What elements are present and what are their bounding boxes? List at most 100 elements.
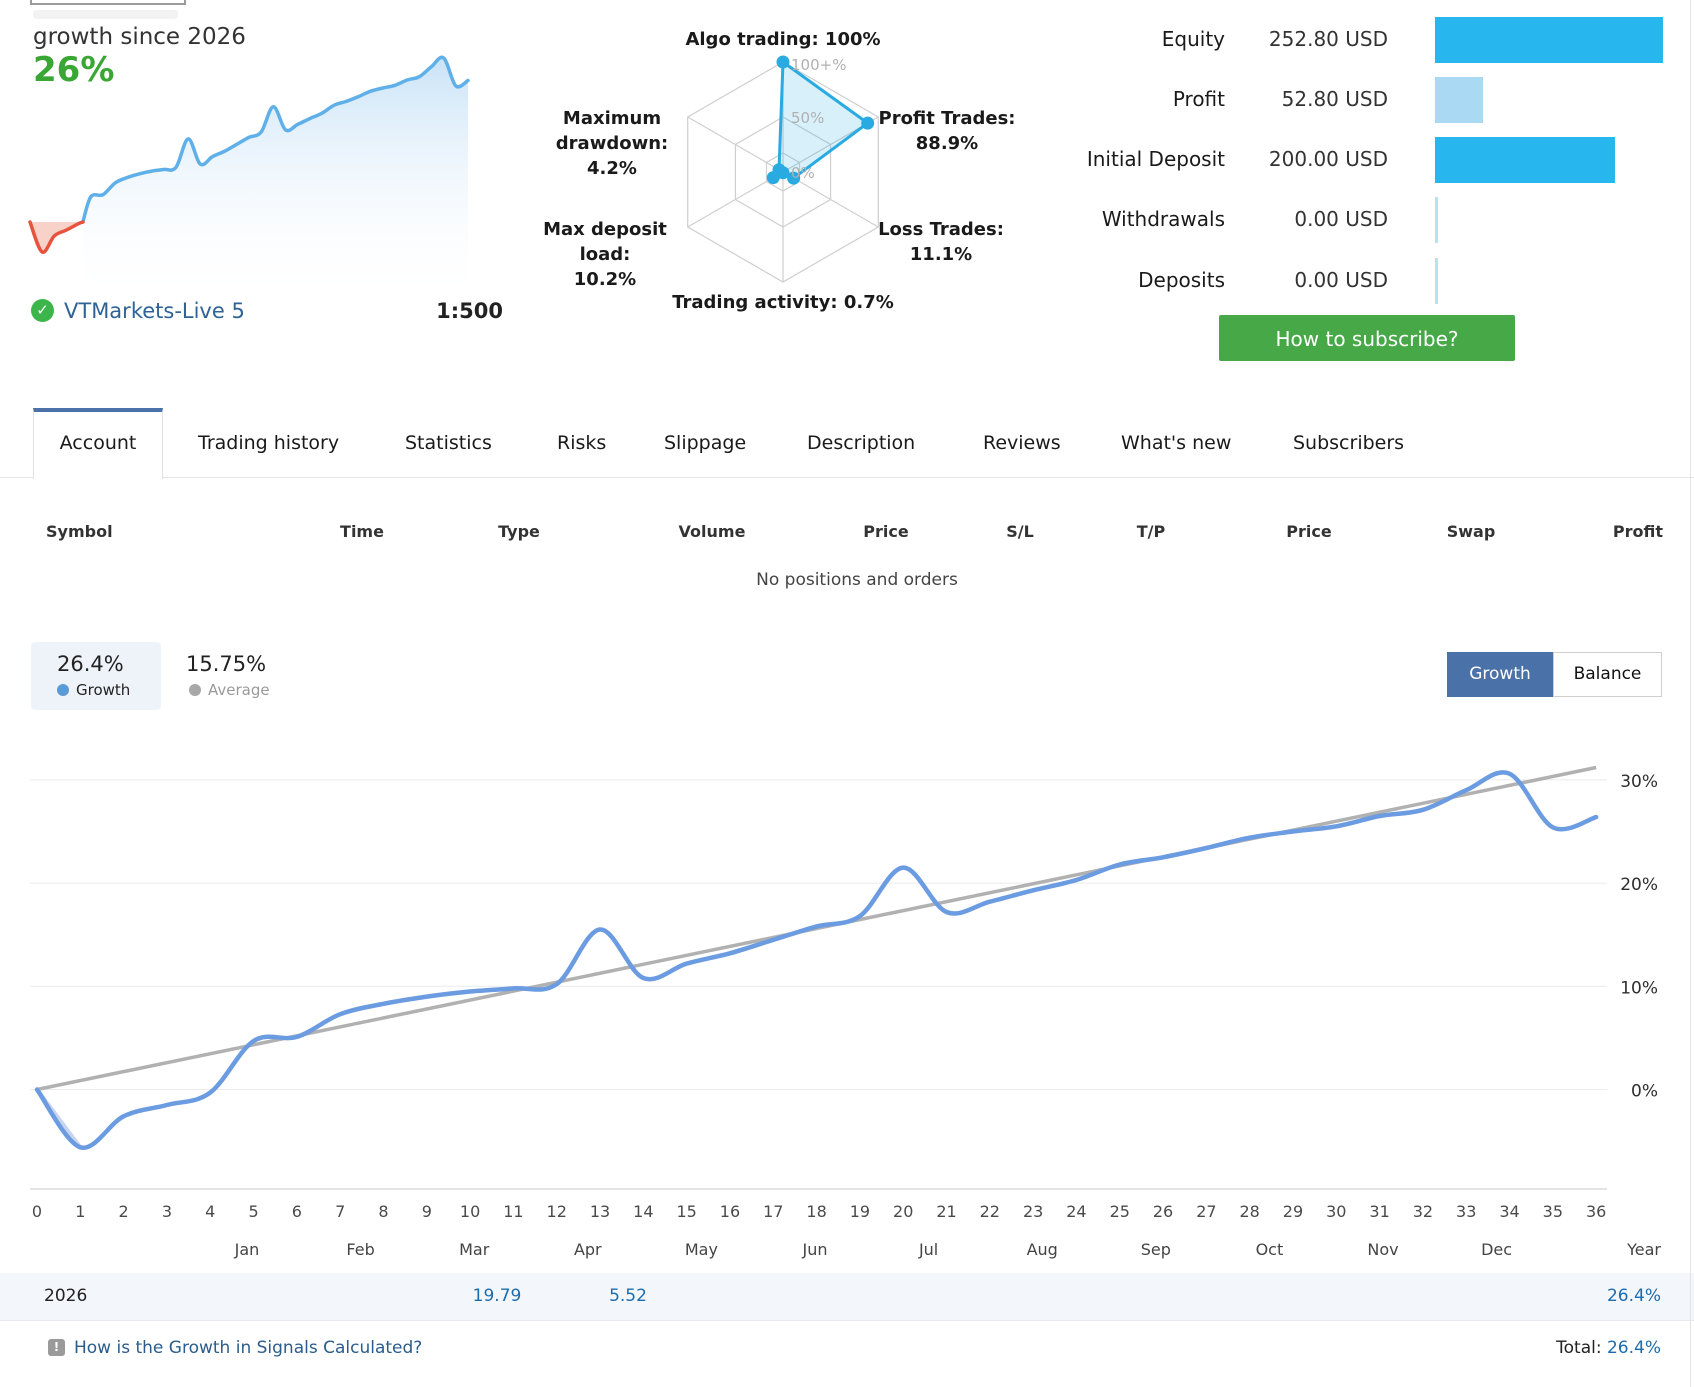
stat-bar-withdrawals (1435, 197, 1438, 243)
svg-text:Nov: Nov (1367, 1240, 1398, 1259)
summary-value-apr: 5.52 (609, 1286, 647, 1306)
tab-account[interactable]: Account (33, 408, 163, 479)
svg-text:24: 24 (1066, 1202, 1086, 1221)
svg-text:Jan: Jan (234, 1240, 260, 1259)
positions-empty-text: No positions and orders (756, 570, 958, 590)
svg-text:Jun: Jun (802, 1240, 828, 1259)
summary-year: 2026 (44, 1286, 88, 1306)
column-header-type-2: Type (498, 522, 540, 541)
tab-statistics[interactable]: Statistics (405, 432, 492, 454)
legend-growth-value: 26.4% (57, 652, 124, 676)
growth-toggle-button[interactable]: Growth (1447, 652, 1553, 697)
svg-text:Aug: Aug (1027, 1240, 1058, 1259)
total-growth: Total: 26.4% (1400, 1338, 1661, 1358)
growth-legend-chip[interactable] (31, 642, 161, 710)
svg-text:10: 10 (460, 1202, 480, 1221)
tab-slippage[interactable]: Slippage (664, 432, 747, 454)
summary-value-mar: 19.79 (472, 1286, 522, 1306)
svg-text:17: 17 (763, 1202, 783, 1221)
column-header-swap-8: Swap (1446, 522, 1496, 541)
svg-text:100+%: 100+% (791, 56, 846, 74)
svg-text:14: 14 (633, 1202, 653, 1221)
svg-text:Year: Year (1626, 1240, 1661, 1259)
legend-average-label[interactable]: Average (208, 681, 270, 699)
svg-text:10%: 10% (1620, 978, 1658, 998)
svg-text:30: 30 (1326, 1202, 1346, 1221)
cutoff-element-fragment-2 (33, 10, 178, 19)
svg-text:20: 20 (893, 1202, 913, 1221)
svg-text:Jul: Jul (918, 1240, 938, 1259)
total-label: Total: (1556, 1338, 1602, 1358)
account-name-link[interactable]: VTMarkets-Live 5 (64, 299, 245, 323)
radar-label-max-deposit-load: Max deposit load: 10.2% (543, 219, 667, 290)
how-to-subscribe-button[interactable]: How to subscribe? (1219, 315, 1515, 361)
stat-bar-profit (1435, 77, 1483, 123)
radar-label-profit-trades: Profit Trades: 88.9% (878, 108, 1016, 154)
legend-growth-label: Growth (76, 681, 131, 699)
tab-trading-history[interactable]: Trading history (198, 432, 340, 454)
svg-text:32: 32 (1413, 1202, 1433, 1221)
svg-text:25: 25 (1110, 1202, 1130, 1221)
info-icon: ! (48, 1339, 65, 1356)
svg-text:18: 18 (806, 1202, 826, 1221)
column-header-volume-3: Volume (678, 522, 746, 541)
stat-value-withdrawals: 0.00 USD (1294, 207, 1388, 231)
svg-text:0%: 0% (1631, 1082, 1658, 1102)
svg-text:6: 6 (292, 1202, 302, 1221)
summary-year-total: 26.4% (1606, 1286, 1661, 1306)
svg-text:29: 29 (1283, 1202, 1303, 1221)
svg-text:1: 1 (75, 1202, 85, 1221)
column-header-t-p-6: T/P (1136, 522, 1166, 541)
growth-line-chart: 0%10%20%30%0 1 2 3 4 5 6 7 8 9 10 11 12 13 14 15 16 17 18 1… (30, 765, 1661, 1259)
growth-dot-icon (57, 684, 69, 696)
growth-sparkline-chart (28, 55, 470, 305)
stat-bar-initial-deposit (1435, 137, 1615, 183)
stat-value-profit: 52.80 USD (1281, 87, 1388, 111)
stat-label-profit: Profit (1172, 87, 1225, 111)
column-header-profit-9: Profit (1612, 522, 1663, 541)
svg-text:20%: 20% (1620, 875, 1658, 895)
column-header-price-7: Price (1286, 522, 1332, 541)
svg-text:35: 35 (1543, 1202, 1563, 1221)
svg-text:8: 8 (378, 1202, 388, 1221)
tab-reviews[interactable]: Reviews (983, 432, 1061, 454)
svg-text:31: 31 (1369, 1202, 1389, 1221)
cutoff-element-fragment (30, 0, 186, 5)
tab-what-s-new[interactable]: What's new (1121, 432, 1232, 454)
svg-text:0: 0 (32, 1202, 42, 1221)
svg-text:27: 27 (1196, 1202, 1216, 1221)
svg-text:23: 23 (1023, 1202, 1043, 1221)
growth-caption: growth since 2026 (33, 24, 246, 50)
svg-text:May: May (685, 1240, 718, 1259)
yearly-summary-row (0, 1273, 1694, 1321)
signal-quality-radar-chart: 100+% 50% 0% (687, 55, 879, 283)
svg-text:12: 12 (547, 1202, 567, 1221)
radar-label-maximum-drawdown: Maximum drawdown: 4.2% (555, 108, 669, 179)
svg-text:4: 4 (205, 1202, 215, 1221)
growth-value: 26% (33, 50, 115, 90)
svg-text:15: 15 (676, 1202, 696, 1221)
svg-text:Dec: Dec (1481, 1240, 1512, 1259)
growth-calculation-link[interactable]: How is the Growth in Signals Calculated? (74, 1338, 423, 1358)
svg-text:30%: 30% (1620, 772, 1658, 792)
tab-subscribers[interactable]: Subscribers (1293, 432, 1405, 454)
svg-text:22: 22 (980, 1202, 1000, 1221)
column-header-time-1: Time (340, 522, 384, 541)
stat-label-withdrawals: Withdrawals (1101, 207, 1225, 231)
radar-label-trading-activity: Trading activity: 0.7% (672, 292, 894, 313)
svg-text:0%: 0% (791, 164, 815, 182)
tab-description[interactable]: Description (807, 432, 916, 454)
svg-text:11: 11 (503, 1202, 523, 1221)
stat-value-equity: 252.80 USD (1268, 27, 1388, 51)
svg-text:16: 16 (720, 1202, 740, 1221)
svg-text:Oct: Oct (1256, 1240, 1284, 1259)
stat-value-initial-deposit: 200.00 USD (1268, 147, 1388, 171)
column-header-symbol-0: Symbol (46, 522, 113, 541)
stat-label-equity: Equity (1161, 27, 1225, 51)
svg-text:28: 28 (1240, 1202, 1260, 1221)
svg-text:2: 2 (119, 1202, 129, 1221)
average-dot-icon (189, 684, 201, 696)
tab-risks[interactable]: Risks (557, 432, 607, 454)
balance-toggle-button[interactable]: Balance (1553, 652, 1662, 697)
stat-bar-equity (1435, 17, 1663, 63)
